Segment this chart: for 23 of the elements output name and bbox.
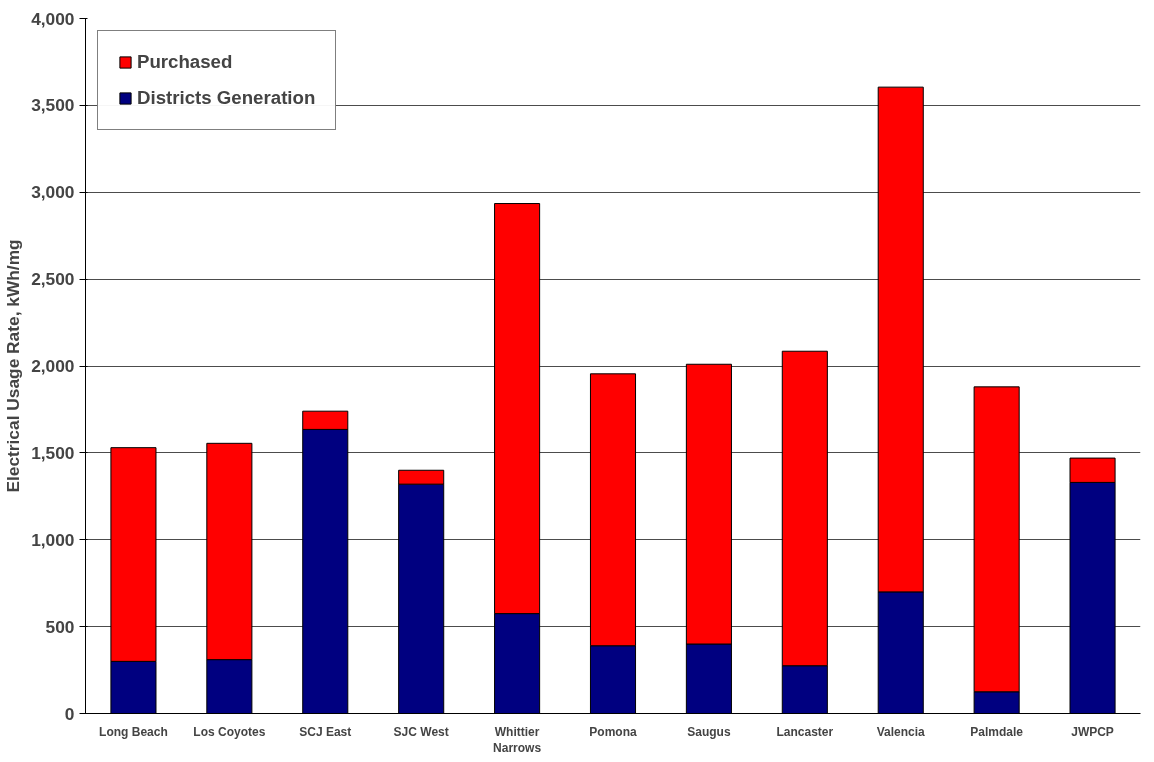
x-tick-label: Los Coyotes [193,724,266,739]
x-tick-label: JWPCP [1071,724,1114,739]
x-tick-label: Long Beach [99,724,168,739]
y-tick-label: 2,500 [31,269,75,290]
x-tick-label: Valencia [876,724,926,739]
y-tick-label: 2,000 [31,356,75,376]
x-tick-label: SJC West [393,724,449,739]
x-tick-label: Palmdale [970,724,1024,739]
y-tick-label: 0 [64,703,75,724]
y-axis-title: Electrical Usage Rate, kWh/mg [3,239,24,493]
legend-label: Purchased [137,51,233,73]
x-tick-label: Saugus [687,724,731,739]
y-tick-label: 500 [45,616,75,637]
x-tick-label: Pomona [589,724,637,739]
x-tick-label: Whittier Narrows [493,724,542,756]
x-tick-label: Lancaster [776,724,834,739]
legend-label: Districts Generation [137,87,316,109]
y-tick-label: 1,000 [31,529,75,550]
x-tick-label: SCJ East [299,724,352,739]
y-tick-label: 1,500 [31,442,75,463]
y-tick-label: 4,000 [31,8,75,29]
y-tick-label: 3,000 [31,182,75,203]
y-tick-label: 3,500 [31,95,75,116]
